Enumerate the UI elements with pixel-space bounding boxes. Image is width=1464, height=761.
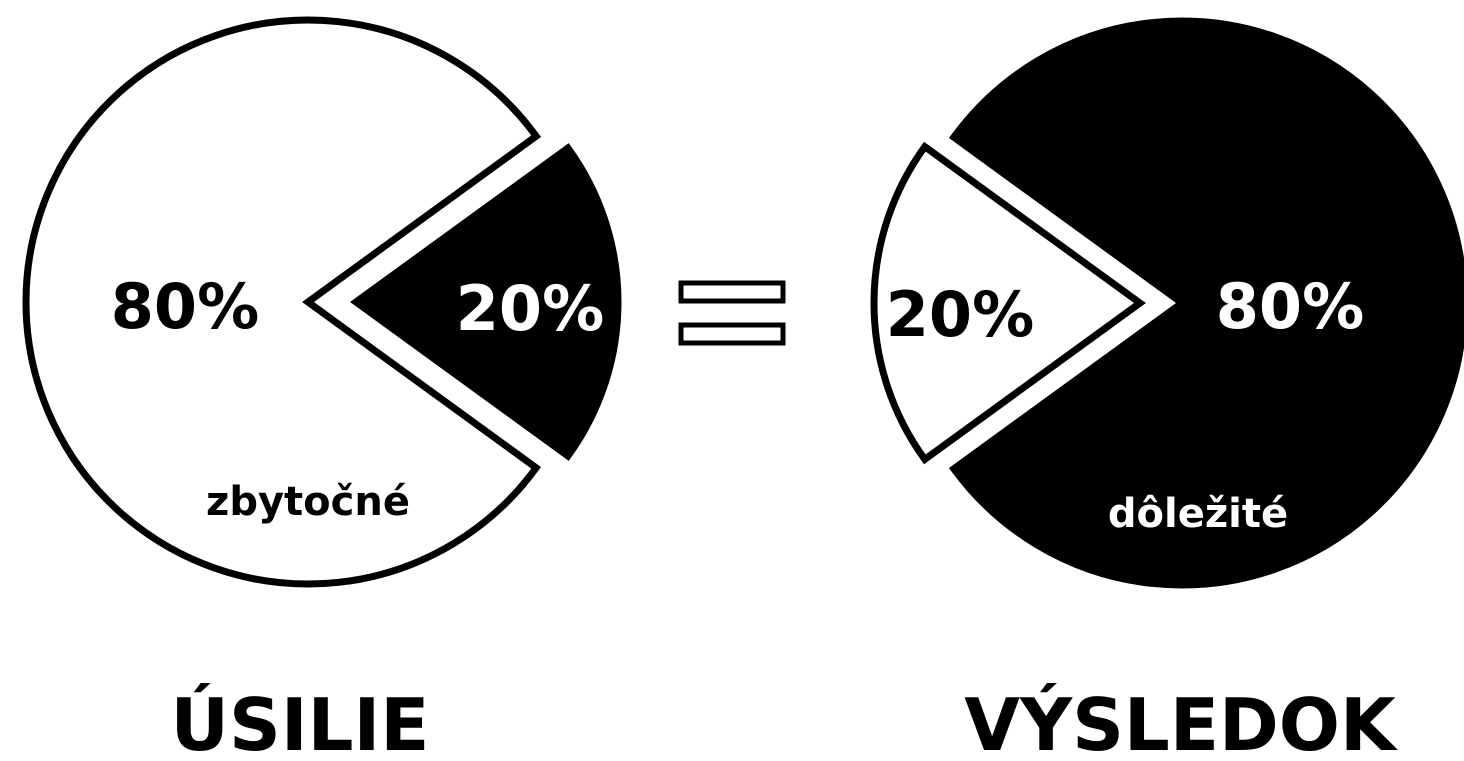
equals-bar-bottom [678,322,786,346]
left-chart-title: ÚSILIE [171,683,430,757]
right-pie-slice-20 [870,141,1146,465]
right-annotation: dôležité [1108,491,1288,537]
left-pie-slice-20 [350,143,622,461]
left-slice-20-label: 20% [456,272,604,345]
right-pie-chart: 20% 80% dôležité VÝSLEDOK [870,17,1464,761]
equals-bar-top [678,280,786,304]
right-slice-80-label: 80% [1216,270,1364,343]
right-chart-title: VÝSLEDOK [964,683,1398,757]
left-pie-chart: 80% 20% zbytočné ÚSILIE [22,16,622,761]
equals-sign [678,280,786,346]
right-slice-20-label: 20% [886,278,1034,351]
left-annotation: zbytočné [206,479,410,525]
left-slice-80-label: 80% [111,270,259,343]
left-pie-slice-80 [22,16,542,588]
